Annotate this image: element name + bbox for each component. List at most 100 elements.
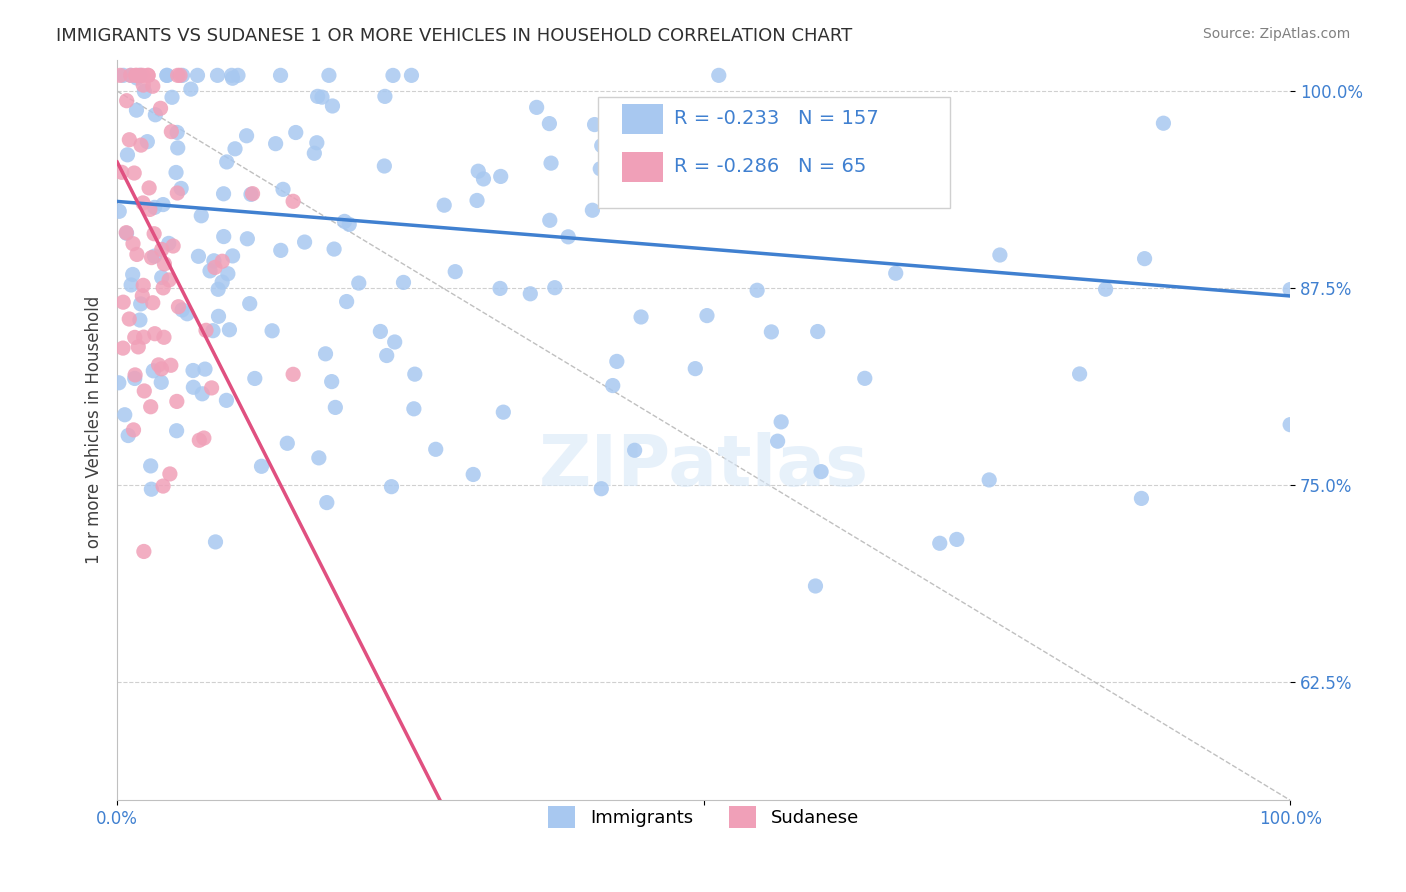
Immigrants	[124, 371, 146, 385]
Immigrants	[166, 141, 188, 155]
Sudanese	[132, 278, 155, 293]
Immigrants	[591, 138, 613, 153]
Immigrants	[467, 164, 489, 178]
Sudanese	[124, 368, 146, 382]
Sudanese	[166, 394, 188, 409]
Immigrants	[204, 535, 226, 549]
Immigrants	[321, 99, 343, 113]
Sudanese	[281, 368, 304, 382]
Immigrants	[129, 297, 152, 311]
Immigrants	[807, 325, 830, 339]
Sudanese	[132, 195, 155, 210]
Sudanese	[143, 326, 166, 341]
Immigrants	[112, 68, 135, 82]
Immigrants	[544, 281, 567, 295]
Sudanese	[111, 341, 134, 355]
Sudanese	[159, 467, 181, 481]
Sudanese	[118, 312, 141, 326]
Immigrants	[224, 142, 246, 156]
Immigrants	[311, 90, 333, 104]
Immigrants	[425, 442, 447, 457]
Immigrants	[583, 118, 606, 132]
Immigrants	[166, 424, 188, 438]
Immigrants	[129, 313, 152, 327]
Immigrants	[1279, 283, 1302, 297]
Immigrants	[271, 182, 294, 196]
Immigrants	[304, 146, 326, 161]
Immigrants	[804, 579, 827, 593]
Immigrants	[121, 268, 143, 282]
Immigrants	[392, 276, 415, 290]
Immigrants	[318, 68, 340, 82]
Immigrants	[463, 467, 485, 482]
Immigrants	[186, 68, 208, 82]
Text: R = -0.233   N = 157: R = -0.233 N = 157	[675, 110, 879, 128]
Immigrants	[194, 362, 217, 376]
Immigrants	[201, 324, 224, 338]
Immigrants	[373, 159, 395, 173]
Immigrants	[557, 229, 579, 244]
Immigrants	[337, 218, 360, 232]
Immigrants	[308, 450, 330, 465]
Immigrants	[142, 364, 165, 378]
Immigrants	[117, 428, 139, 442]
Text: ZIPatlas: ZIPatlas	[538, 433, 869, 501]
Sudanese	[242, 186, 264, 201]
Y-axis label: 1 or more Vehicles in Household: 1 or more Vehicles in Household	[86, 296, 103, 564]
Immigrants	[226, 68, 249, 82]
Immigrants	[589, 161, 612, 176]
Sudanese	[131, 68, 153, 82]
Sudanese	[141, 251, 163, 265]
Immigrants	[136, 135, 159, 149]
Sudanese	[153, 330, 176, 344]
Immigrants	[707, 68, 730, 82]
Sudanese	[148, 358, 170, 372]
Immigrants	[212, 229, 235, 244]
Immigrants	[165, 165, 187, 179]
Immigrants	[191, 386, 214, 401]
Immigrants	[207, 68, 229, 82]
Immigrants	[538, 117, 561, 131]
Immigrants	[172, 68, 194, 82]
Immigrants	[143, 249, 166, 263]
Text: Source: ZipAtlas.com: Source: ZipAtlas.com	[1202, 27, 1350, 41]
Sudanese	[152, 479, 174, 493]
Immigrants	[276, 436, 298, 450]
Immigrants	[444, 265, 467, 279]
Immigrants	[294, 235, 316, 249]
Immigrants	[745, 283, 768, 297]
Immigrants	[1133, 252, 1156, 266]
Sudanese	[195, 323, 218, 337]
Immigrants	[380, 480, 402, 494]
Immigrants	[134, 84, 156, 98]
Immigrants	[623, 443, 645, 458]
Immigrants	[166, 125, 188, 139]
Immigrants	[114, 408, 136, 422]
Sudanese	[152, 281, 174, 295]
Text: R = -0.286   N = 65: R = -0.286 N = 65	[675, 158, 866, 177]
Immigrants	[141, 482, 163, 496]
Sudanese	[166, 186, 188, 200]
Immigrants	[217, 267, 239, 281]
Sudanese	[169, 68, 191, 82]
Immigrants	[211, 275, 233, 289]
Text: IMMIGRANTS VS SUDANESE 1 OR MORE VEHICLES IN HOUSEHOLD CORRELATION CHART: IMMIGRANTS VS SUDANESE 1 OR MORE VEHICLE…	[56, 27, 852, 45]
Sudanese	[167, 300, 190, 314]
Immigrants	[240, 187, 263, 202]
Sudanese	[138, 181, 160, 195]
Immigrants	[187, 249, 209, 263]
Immigrants	[1069, 367, 1091, 381]
Immigrants	[305, 136, 328, 150]
Immigrants	[384, 334, 406, 349]
Immigrants	[108, 376, 131, 390]
Immigrants	[128, 68, 150, 82]
Immigrants	[221, 249, 243, 263]
Sudanese	[136, 68, 159, 82]
Immigrants	[264, 136, 287, 151]
Sudanese	[118, 133, 141, 147]
Immigrants	[143, 108, 166, 122]
Immigrants	[336, 294, 359, 309]
Immigrants	[1094, 282, 1116, 296]
Sudanese	[139, 400, 162, 414]
Immigrants	[156, 68, 179, 82]
